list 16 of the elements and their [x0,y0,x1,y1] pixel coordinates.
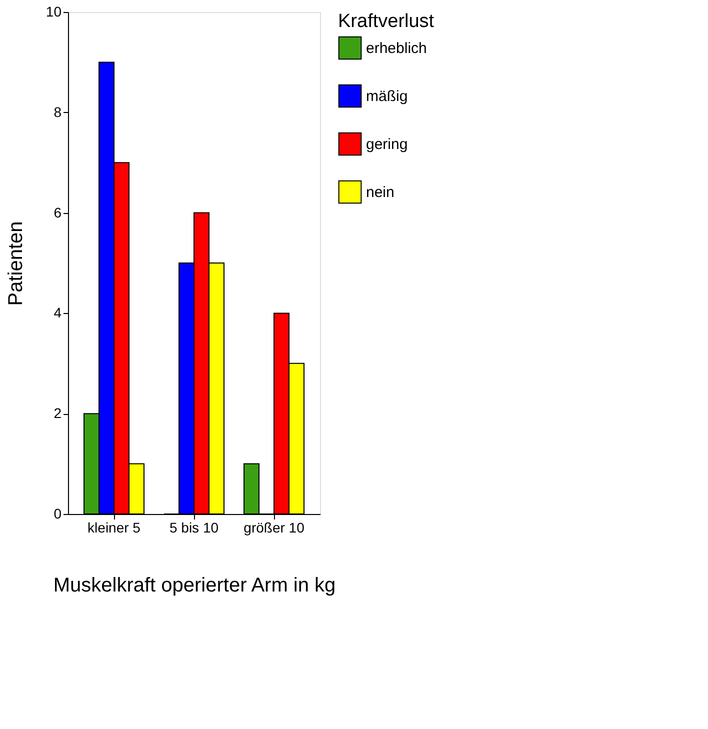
x-tick-label: größer 10 [244,520,305,536]
x-axis-title: Muskelkraft operierter Arm in kg [53,574,336,596]
x-tick-label: kleiner 5 [88,520,141,536]
legend-label: erheblich [366,40,427,57]
x-tick-label: 5 bis 10 [169,520,219,536]
y-tick-label: 0 [54,506,62,522]
y-axis-title: Patienten [4,221,27,306]
y-tick-label: 4 [54,304,62,321]
legend-label: mäßig [366,88,408,105]
legend-label: gering [366,136,408,153]
y-tick-label: 8 [54,104,62,120]
y-tick-label: 6 [54,204,62,220]
y-tick-label: 10 [46,4,62,20]
legend-label: nein [366,184,394,201]
y-tick-label: 2 [54,405,62,422]
legend-title: Kraftverlust [338,11,435,32]
